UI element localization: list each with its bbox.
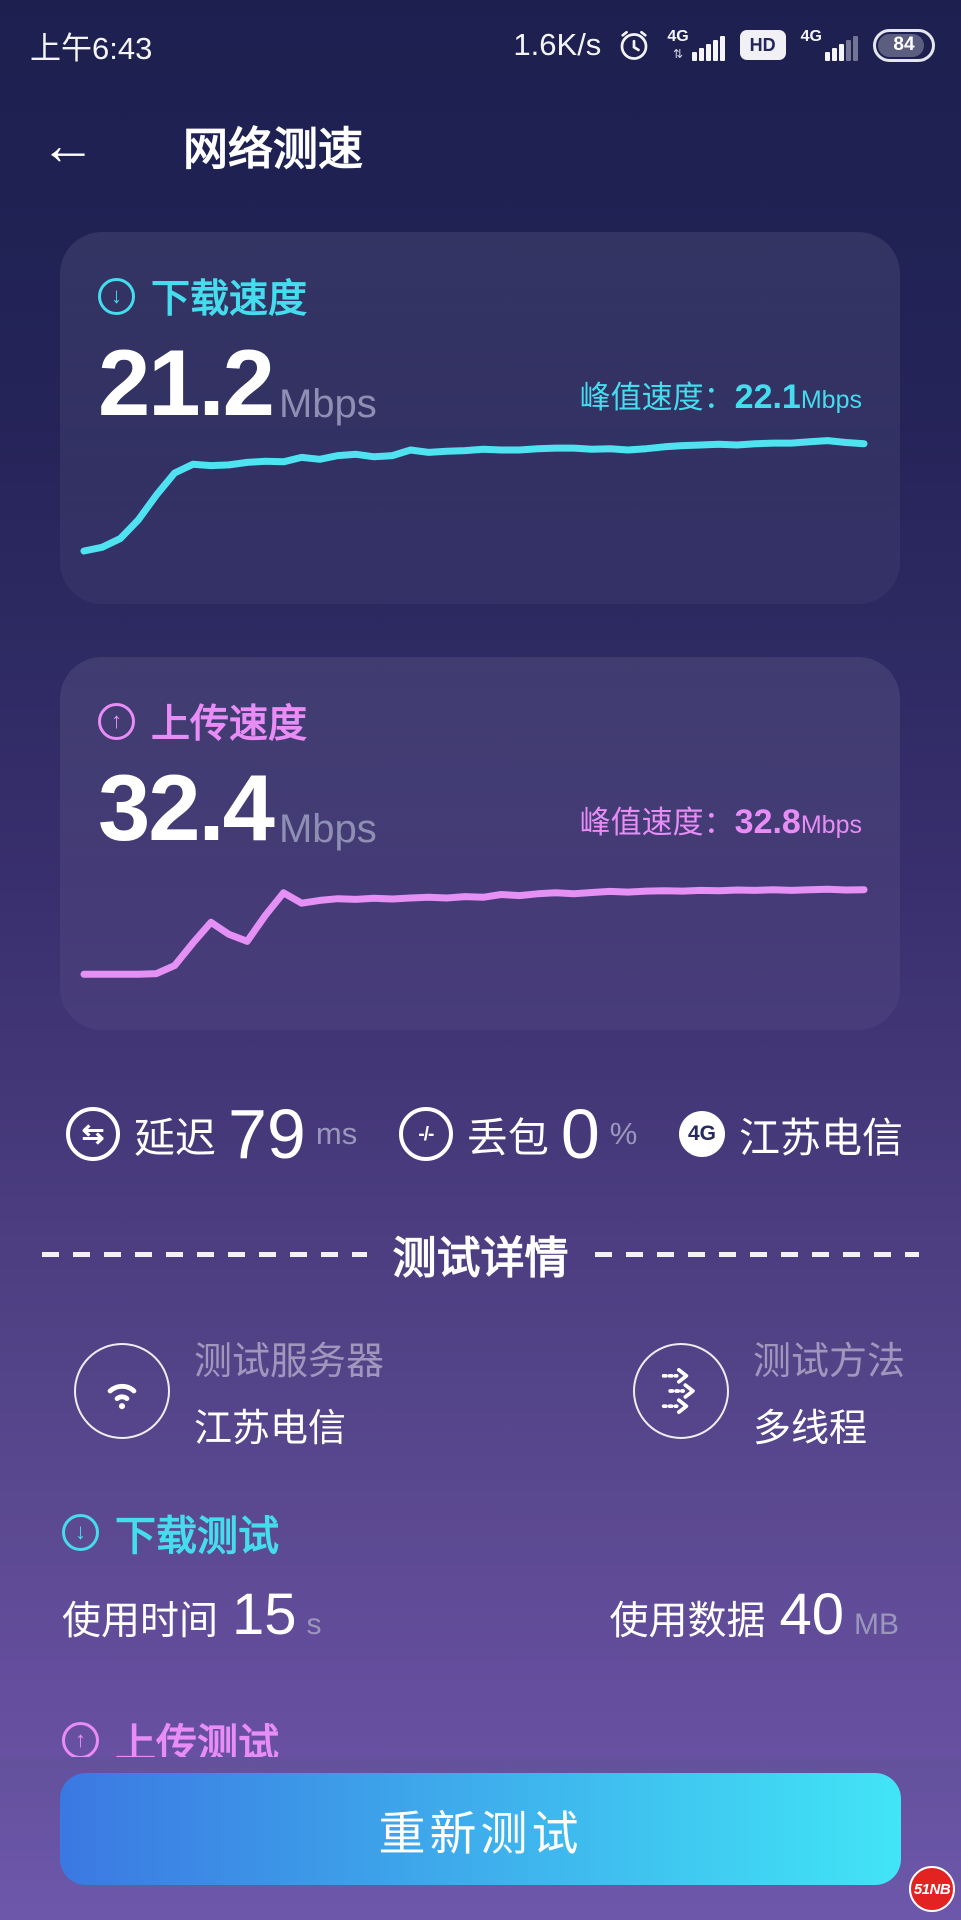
latency-stat: ⇆ 延迟 79 ms	[66, 1099, 357, 1169]
battery-fill	[878, 33, 924, 57]
packet-loss-stat: -/- 丢包 0 %	[398, 1099, 637, 1169]
retest-button[interactable]: 重新测试	[60, 1773, 901, 1885]
battery-indicator: 84	[873, 28, 935, 62]
upload-circle-icon: ↑	[62, 1721, 99, 1759]
operator-stat: 4G 江苏电信	[679, 1104, 903, 1164]
multi-thread-icon	[632, 1343, 729, 1439]
back-button[interactable]: ←	[40, 113, 96, 176]
hd-volte-icon: HD	[739, 30, 786, 60]
bottom-action-bar: 重新测试	[0, 1757, 961, 1920]
test-server-label: 测试服务器	[194, 1341, 385, 1383]
download-speed-chart	[78, 416, 870, 584]
download-circle-icon: ↓	[62, 1513, 99, 1551]
test-details-divider: 测试详情	[42, 1226, 919, 1283]
data-activity-arrows-icon: ⇅	[672, 47, 684, 61]
test-method-label: 测试方法	[752, 1341, 905, 1383]
data-used: 使用数据 40 MB	[609, 1582, 899, 1647]
page-title: 网络测速	[183, 123, 364, 175]
alarm-clock-icon	[620, 30, 648, 60]
upload-speed-chart	[78, 842, 870, 1010]
download-peak-speed: 峰值速度： 22.1 Mbps	[579, 378, 862, 417]
download-speed-unit: Mbps	[278, 382, 377, 427]
51nb-watermark-logo: 51NB	[909, 1866, 955, 1912]
download-card-label: 下载速度	[151, 278, 308, 321]
download-test-section-header: ↓ 下载测试	[62, 1502, 279, 1562]
upload-card-label: 上传速度	[151, 703, 308, 746]
sim2-signal-icon: 4G	[801, 29, 858, 61]
download-speed-value: 21.2	[98, 330, 275, 435]
clock-time: 上午6:43	[30, 30, 153, 66]
sim1-signal-icon: 4G ⇅	[667, 29, 725, 61]
4g-operator-icon: 4G	[679, 1111, 725, 1157]
download-test-title: 下载测试	[115, 1513, 279, 1559]
upload-speed-unit: Mbps	[278, 807, 377, 852]
status-bar: 上午6:43 1.6K/s 4G ⇅ HD 4G	[0, 0, 961, 84]
dashed-line-right	[594, 1251, 919, 1257]
test-details-row: 测试服务器 江苏电信 测试方法 多线程	[74, 1330, 905, 1452]
latency-icon: ⇆	[66, 1107, 120, 1161]
upload-peak-speed: 峰值速度： 32.8 Mbps	[579, 803, 862, 842]
upload-speed-value: 32.4	[98, 755, 275, 860]
download-speed-card: ↓ 下载速度 21.2 Mbps 峰值速度： 22.1 Mbps	[60, 232, 900, 604]
app-header: ← 网络测速	[0, 98, 961, 192]
time-used: 使用时间 15 s	[62, 1582, 322, 1647]
test-method-detail: 测试方法 多线程	[632, 1330, 905, 1452]
test-server-value: 江苏电信	[194, 1408, 347, 1450]
dashed-line-left	[42, 1251, 367, 1257]
stats-row: ⇆ 延迟 79 ms -/- 丢包 0 % 4G 江苏电信	[66, 1082, 903, 1186]
test-details-title: 测试详情	[392, 1234, 569, 1283]
upload-speed-card: ↑ 上传速度 32.4 Mbps 峰值速度： 32.8 Mbps	[60, 657, 900, 1030]
test-method-value: 多线程	[752, 1408, 867, 1450]
download-circle-icon: ↓	[98, 277, 135, 315]
packet-loss-icon: -/-	[398, 1107, 453, 1161]
wifi-icon	[74, 1343, 170, 1439]
download-test-usage-row: 使用时间 15 s 使用数据 40 MB	[62, 1586, 899, 1646]
network-speed-indicator: 1.6K/s	[513, 27, 602, 62]
upload-circle-icon: ↑	[98, 702, 135, 740]
test-server-detail: 测试服务器 江苏电信	[74, 1330, 384, 1452]
